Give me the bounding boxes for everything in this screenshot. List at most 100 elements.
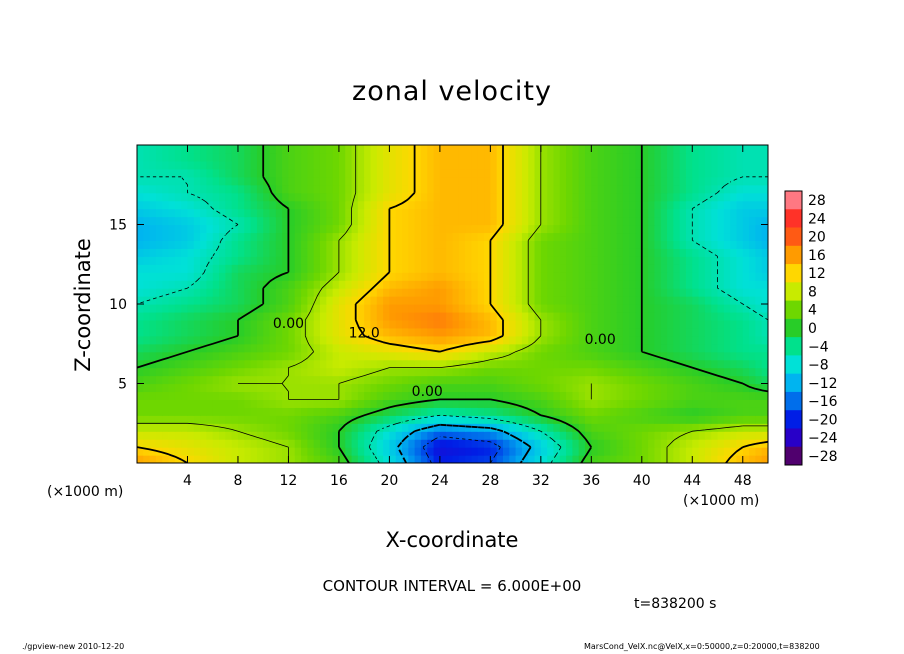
heatmap-cell: [326, 264, 334, 273]
heatmap-cell: [572, 335, 580, 345]
heatmap-cell: [149, 152, 157, 162]
heatmap-cell: [446, 145, 454, 154]
heatmap-cell: [673, 415, 681, 424]
heatmap-cell: [263, 351, 271, 361]
heatmap-cell: [591, 439, 599, 448]
heatmap-cell: [282, 319, 290, 329]
heatmap-cell: [313, 351, 321, 361]
heatmap-cell: [742, 343, 750, 353]
heatmap-cell: [256, 264, 264, 273]
heatmap-cell: [237, 145, 245, 154]
heatmap-cell: [376, 447, 384, 456]
heatmap-cell: [307, 383, 315, 393]
heatmap-cell: [389, 264, 397, 273]
heatmap-cell: [282, 280, 290, 289]
heatmap-cell: [319, 240, 327, 249]
heatmap-cell: [402, 296, 409, 305]
heatmap-cell: [155, 335, 163, 345]
heatmap-cell: [351, 184, 359, 194]
heatmap-cell: [547, 375, 555, 385]
heatmap-cell: [307, 327, 315, 337]
heatmap-cell: [288, 383, 296, 393]
heatmap-cell: [439, 335, 447, 345]
heatmap-cell: [200, 415, 208, 424]
heatmap-cell: [730, 280, 738, 289]
heatmap-cell: [294, 383, 302, 393]
heatmap-cell: [496, 168, 504, 178]
heatmap-cell: [660, 335, 668, 345]
heatmap-cell: [408, 152, 416, 162]
heatmap-cell: [219, 455, 226, 463]
heatmap-cell: [332, 240, 340, 249]
heatmap-cell: [338, 391, 346, 400]
heatmap-cell: [616, 264, 624, 273]
heatmap-cell: [193, 272, 201, 281]
heatmap-cell: [174, 335, 182, 345]
heatmap-cell: [237, 423, 245, 432]
heatmap-cell: [439, 455, 447, 463]
heatmap-cell: [509, 391, 517, 400]
heatmap-cell: [332, 447, 340, 456]
heatmap-cell: [509, 359, 517, 369]
heatmap-cell: [263, 327, 271, 337]
heatmap-cell: [711, 296, 719, 305]
heatmap-cell: [471, 391, 479, 400]
heatmap-cell: [376, 439, 384, 448]
heatmap-cell: [414, 160, 422, 170]
heatmap-cell: [635, 447, 643, 456]
heatmap-cell: [313, 407, 321, 416]
heatmap-cell: [332, 192, 340, 202]
heatmap-cell: [566, 288, 573, 297]
heatmap-cell: [635, 216, 643, 226]
heatmap-cell: [319, 176, 327, 186]
heatmap-cell: [685, 319, 693, 329]
heatmap-cell: [698, 232, 706, 241]
heatmap-cell: [357, 216, 365, 226]
heatmap-cell: [528, 208, 536, 218]
heatmap-cell: [730, 407, 738, 416]
heatmap-cell: [566, 168, 573, 178]
heatmap-cell: [181, 224, 189, 234]
heatmap-cell: [465, 272, 473, 281]
heatmap-cell: [162, 216, 170, 226]
heatmap-cell: [496, 343, 504, 353]
heatmap-cell: [730, 447, 738, 456]
heatmap-cell: [597, 304, 605, 313]
heatmap-cell: [692, 399, 700, 408]
heatmap-cell: [749, 335, 756, 345]
heatmap-cell: [301, 455, 308, 463]
chart-title: zonal velocity: [352, 76, 552, 107]
heatmap-cell: [736, 447, 744, 456]
heatmap-cell: [572, 407, 580, 416]
heatmap-cell: [730, 351, 738, 361]
heatmap-cell: [534, 415, 542, 424]
heatmap-cell: [673, 391, 681, 400]
heatmap-cell: [263, 168, 271, 178]
heatmap-cell: [250, 224, 258, 234]
heatmap-cell: [648, 439, 656, 448]
heatmap-cell: [244, 160, 252, 170]
heatmap-cell: [275, 319, 283, 329]
heatmap-cell: [540, 415, 548, 424]
heatmap-cell: [597, 248, 605, 257]
heatmap-cell: [433, 327, 441, 337]
heatmap-cell: [553, 383, 561, 393]
heatmap-cell: [477, 168, 485, 178]
heatmap-cell: [711, 455, 719, 463]
heatmap-cell: [566, 208, 573, 218]
heatmap-cell: [591, 399, 599, 408]
heatmap-cell: [155, 383, 163, 393]
heatmap-cell: [749, 152, 756, 162]
heatmap-cell: [168, 288, 176, 297]
heatmap-cell: [566, 200, 573, 210]
heatmap-cell: [742, 447, 750, 456]
heatmap-cell: [641, 248, 649, 257]
heatmap-cell: [269, 240, 277, 249]
heatmap-cell: [168, 296, 176, 305]
heatmap-cell: [559, 327, 567, 337]
heatmap-cell: [553, 375, 561, 385]
heatmap-cell: [629, 455, 637, 463]
heatmap-cell: [345, 192, 353, 202]
heatmap-cell: [250, 240, 258, 249]
heatmap-cell: [408, 288, 416, 297]
